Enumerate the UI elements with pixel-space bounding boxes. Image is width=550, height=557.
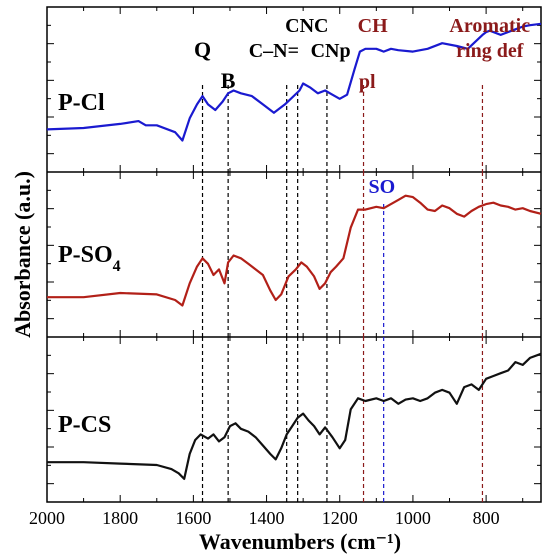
- x-tick-label: 1400: [249, 508, 285, 528]
- peak-annotation: CNC: [285, 15, 328, 37]
- x-tick-label: 2000: [29, 508, 65, 528]
- panel-label: P-SO4: [58, 242, 121, 275]
- series-line: [47, 352, 542, 480]
- peak-annotation: B: [221, 68, 236, 93]
- x-axis-label: Wavenumbers (cm⁻¹): [199, 529, 401, 554]
- peak-annotation: ring def: [456, 40, 524, 62]
- peak-annotation: Aromatic: [449, 15, 530, 37]
- peak-annotation: C–N=: [249, 40, 299, 62]
- panel-label: P-Cl: [58, 90, 105, 116]
- x-tick-label: 1200: [322, 508, 358, 528]
- series-line: [47, 194, 542, 307]
- panel-label: P-CS: [58, 412, 111, 438]
- x-tick-label: 800: [473, 508, 500, 528]
- y-axis-label: Absorbance (a.u.): [10, 171, 35, 338]
- peak-annotation: CNp: [311, 40, 351, 62]
- peak-annotation: CH: [358, 15, 388, 37]
- peak-annotation: SO: [368, 176, 395, 198]
- plot-frame: [46, 6, 542, 503]
- x-tick-label: 1800: [102, 508, 138, 528]
- peak-annotation: pl: [359, 71, 376, 93]
- x-tick-label: 1000: [395, 508, 431, 528]
- peak-annotation: Q: [194, 37, 211, 62]
- series-line: [46, 22, 542, 142]
- x-tick-label: 1600: [175, 508, 211, 528]
